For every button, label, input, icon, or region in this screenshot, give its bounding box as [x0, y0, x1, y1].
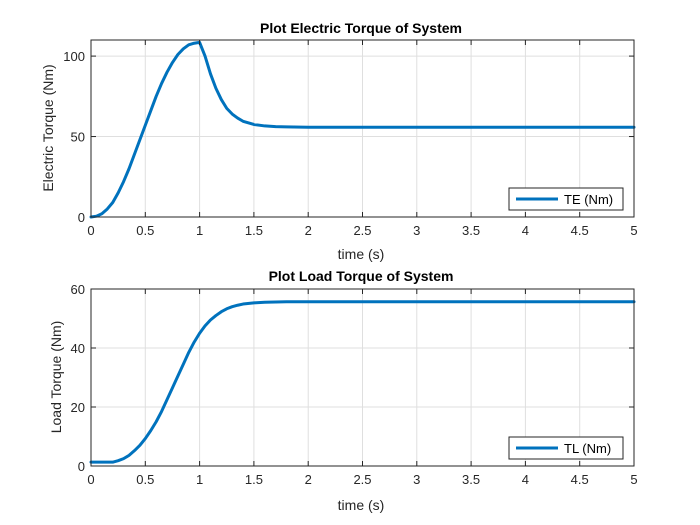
- electric-torque-ytick-label-0: 0: [78, 210, 85, 225]
- load-torque-ytick-label-2: 40: [71, 341, 85, 356]
- electric-torque-xtick-label-7: 3.5: [462, 223, 480, 238]
- load-torque-xlabel: time (s): [338, 497, 385, 513]
- electric-torque-xtick-label-5: 2.5: [353, 223, 371, 238]
- load-torque-xtick-label-5: 2.5: [353, 472, 371, 487]
- load-torque-xtick-label-3: 1.5: [245, 472, 263, 487]
- load-torque-xtick-label-0: 0: [87, 472, 94, 487]
- load-torque-ytick-label-1: 20: [71, 400, 85, 415]
- load-torque-plot: Plot Load Torque of System time (s) Load…: [48, 268, 638, 513]
- electric-torque-plot: Plot Electric Torque of System time (s) …: [40, 20, 638, 262]
- electric-torque-legend-box: [508, 187, 624, 211]
- electric-torque-xtick-label-8: 4: [522, 223, 529, 238]
- load-torque-ylabel: Load Torque (Nm): [48, 321, 64, 434]
- electric-torque-xtick-label-4: 2: [305, 223, 312, 238]
- electric-torque-ytick-label-2: 100: [63, 49, 85, 64]
- electric-torque-legend: TE (Nm): [508, 187, 624, 211]
- load-torque-xtick-label-8: 4: [522, 472, 529, 487]
- load-torque-series-line-0: [89, 300, 636, 464]
- load-torque-xtick-label-6: 3: [413, 472, 420, 487]
- load-torque-ytick-label-3: 60: [71, 282, 85, 297]
- electric-torque-xlabel: time (s): [338, 246, 385, 262]
- load-torque-xtick-label-1: 0.5: [136, 472, 154, 487]
- electric-torque-ytick-label-1: 50: [71, 130, 85, 145]
- load-torque-legend-box: [508, 436, 624, 460]
- load-torque-xtick-label-9: 4.5: [571, 472, 589, 487]
- electric-torque-legend-label-0: TE (Nm): [564, 192, 613, 207]
- electric-torque-xtick-label-0: 0: [87, 223, 94, 238]
- electric-torque-xtick-label-9: 4.5: [571, 223, 589, 238]
- load-torque-xtick-label-7: 3.5: [462, 472, 480, 487]
- load-torque-legend-label-0: TL (Nm): [564, 441, 611, 456]
- electric-torque-xtick-label-10: 5: [630, 223, 637, 238]
- load-torque-xtick-label-2: 1: [196, 472, 203, 487]
- load-torque-ytick-label-0: 0: [78, 459, 85, 474]
- electric-torque-xtick-label-1: 0.5: [136, 223, 154, 238]
- load-torque-xtick-label-4: 2: [305, 472, 312, 487]
- load-torque-xtick-label-10: 5: [630, 472, 637, 487]
- load-torque-title: Plot Load Torque of System: [269, 268, 454, 284]
- electric-torque-xtick-label-3: 1.5: [245, 223, 263, 238]
- load-torque-legend: TL (Nm): [508, 436, 624, 460]
- electric-torque-title: Plot Electric Torque of System: [260, 20, 462, 36]
- electric-torque-xtick-label-2: 1: [196, 223, 203, 238]
- electric-torque-xtick-label-6: 3: [413, 223, 420, 238]
- electric-torque-ylabel: Electric Torque (Nm): [40, 64, 56, 191]
